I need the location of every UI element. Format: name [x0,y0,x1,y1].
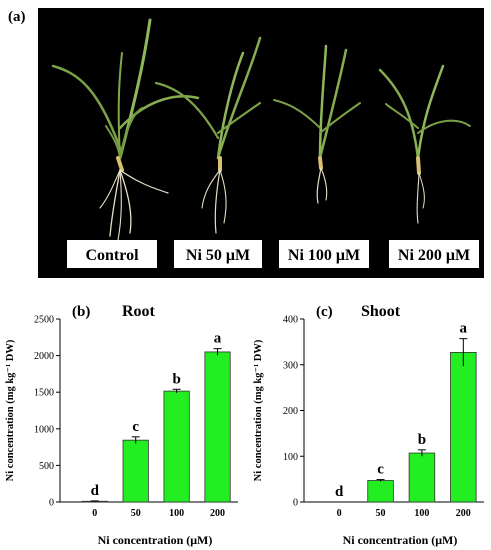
chart0-significance-letter: a [214,331,222,347]
chart1-bar [367,480,394,503]
plant-control [51,18,200,241]
label-ni50: Ni 50 μM [186,247,250,264]
chart0-y-tick-label: 2500 [34,315,54,326]
chart1-x-tick-label: 100 [414,508,429,519]
chart1-y-tick-label: 300 [283,360,298,371]
chart0-significance-letter: c [132,419,139,435]
chart0-significance-letter: d [91,483,100,499]
label-ni100: Ni 100 μM [288,247,360,264]
chart1-x-tick-label: 200 [456,508,471,519]
chart1-panel-label: (c) [316,304,333,320]
chart0-y-tick-label: 2000 [34,351,54,362]
label-ni200: Ni 200 μM [398,247,470,264]
label-control: Control [85,247,139,264]
chart0-y-tick-label: 1500 [34,388,54,399]
chart0-y-axis-label: Ni concentration (mg kg⁻¹ DW) [5,339,16,481]
chart1-bar [408,452,436,503]
chart0-bar [204,351,231,503]
shoot-bar-chart: 0 100 200 300 400 d 0 c 50 b 100 a 200 (c) Shoot Ni con… [253,303,484,547]
chart0-y-tick-label: 500 [39,461,54,472]
plant-photo: Control Ni 50 μM Ni 100 μM Ni 200 μM [38,8,484,278]
chart0-bar [122,439,149,503]
chart0-title: Root [122,303,156,320]
chart0-x-tick-label: 0 [92,508,97,519]
chart0-y-tick-label: 0 [49,498,54,509]
chart0-bar [163,390,190,503]
chart0-y-tick-label: 1000 [34,424,54,435]
plant-ni50 [154,36,262,234]
chart1-y-axis-label: Ni concentration (mg kg⁻¹ DW) [253,339,264,481]
chart1-significance-letter: a [460,321,468,337]
chart1-y-tick-label: 100 [283,452,298,463]
chart1-bar [450,351,477,503]
chart0-x-tick-label: 50 [131,508,141,519]
chart0-x-tick-label: 100 [169,508,184,519]
panel-a-label: (a) [8,9,26,25]
chart1-significance-letter: d [335,484,344,500]
chart0-significance-letter: b [172,371,180,387]
chart1-significance-letter: b [418,432,426,448]
chart1-y-tick-label: 0 [293,498,298,509]
chart1-x-tick-label: 0 [337,508,342,519]
chart0-x-tick-label: 200 [210,508,225,519]
chart1-x-axis-label: Ni concentration (μM) [343,533,458,547]
root-bar-chart: 0 500 1000 1500 2000 2500 d 0 c 50 b 100 a 200 (b) Root… [5,303,238,547]
chart1-x-tick-label: 50 [376,508,386,519]
treatment-labels: Control Ni 50 μM Ni 100 μM Ni 200 μM [67,240,479,268]
chart1-y-tick-label: 400 [283,315,298,326]
chart1-y-tick-label: 200 [283,406,298,417]
chart0-panel-label: (b) [72,304,90,320]
chart0-x-axis-label: Ni concentration (μM) [98,533,213,547]
plant-ni100 [273,44,361,204]
chart1-title: Shoot [361,303,401,320]
plant-ni200 [378,64,471,224]
chart1-significance-letter: c [377,462,384,478]
